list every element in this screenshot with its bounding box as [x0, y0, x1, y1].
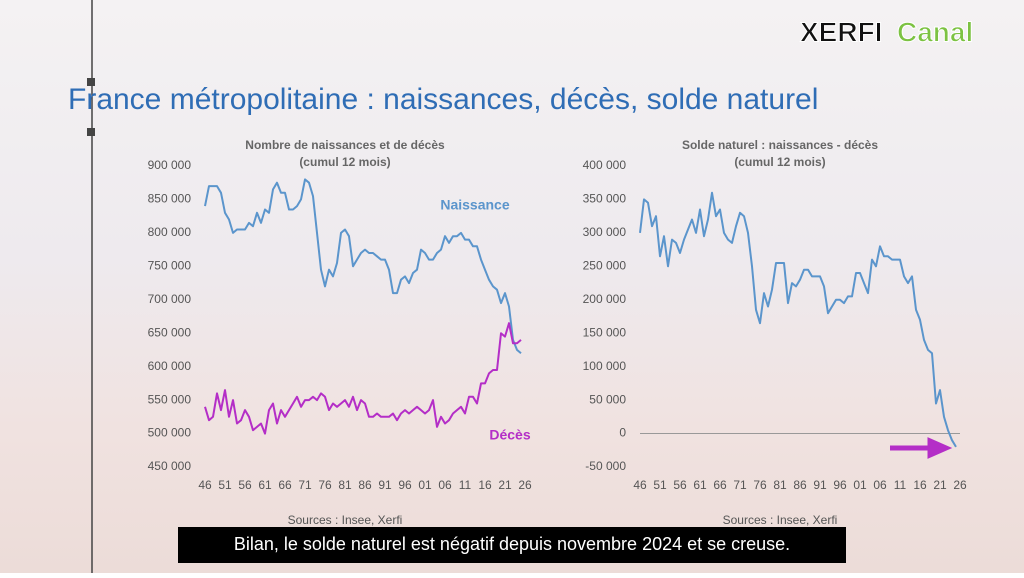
- caption: Bilan, le solde naturel est négatif depu…: [234, 534, 790, 554]
- x-tick-label: 51: [218, 478, 232, 492]
- y-tick-label: 700 000: [148, 292, 192, 306]
- x-tick-label: 66: [278, 478, 292, 492]
- x-tick-label: 66: [713, 478, 727, 492]
- x-tick-label: 81: [338, 478, 352, 492]
- x-tick-label: 91: [378, 478, 392, 492]
- x-tick-label: 46: [633, 478, 647, 492]
- series-label: Naissance: [440, 197, 509, 213]
- frame-dot: [87, 128, 95, 136]
- chart-title: Nombre de naissances et de décès: [245, 138, 445, 152]
- logo-xerfi: XERFI: [800, 16, 882, 47]
- x-tick-label: 16: [913, 478, 927, 492]
- x-tick-label: 06: [438, 478, 452, 492]
- x-tick-label: 01: [418, 478, 432, 492]
- source: Sources : Insee, Xerfi: [288, 513, 403, 527]
- x-tick-label: 76: [318, 478, 332, 492]
- arrow: [890, 437, 953, 459]
- x-tick-label: 06: [873, 478, 887, 492]
- x-tick-label: 26: [518, 478, 532, 492]
- y-tick-label: 200 000: [583, 292, 627, 306]
- y-tick-label: 900 000: [148, 158, 192, 172]
- x-tick-label: 61: [258, 478, 272, 492]
- x-tick-label: 26: [953, 478, 967, 492]
- y-tick-label: 600 000: [148, 359, 192, 373]
- y-tick-label: 400 000: [583, 158, 627, 172]
- y-tick-label: 800 000: [148, 225, 192, 239]
- page-title: France métropolitaine : naissances, décè…: [68, 83, 818, 116]
- series-line: [204, 322, 522, 435]
- x-tick-label: 11: [894, 478, 907, 492]
- x-tick-label: 46: [198, 478, 212, 492]
- y-tick-label: 0: [619, 426, 626, 440]
- y-tick-label: 450 000: [148, 459, 192, 473]
- series-label: Décès: [489, 427, 530, 443]
- y-tick-label: 250 000: [583, 259, 627, 273]
- x-tick-label: 16: [478, 478, 492, 492]
- y-tick-label: 550 000: [148, 392, 192, 406]
- chart-title: Solde naturel : naissances - décès: [682, 138, 878, 152]
- charts: Nombre de naissances et de décès (cumul 1…: [148, 138, 967, 527]
- y-tick-label: 650 000: [148, 325, 192, 339]
- x-tick-label: 01: [853, 478, 867, 492]
- y-tick-label: 150 000: [583, 325, 627, 339]
- y-tick-label: 300 000: [583, 225, 627, 239]
- y-tick-label: 50 000: [589, 392, 626, 406]
- x-tick-label: 81: [773, 478, 787, 492]
- x-tick-label: 21: [498, 478, 512, 492]
- y-tick-label: 750 000: [148, 259, 192, 273]
- series-line: [204, 178, 522, 355]
- y-tick-label: 500 000: [148, 426, 192, 440]
- chart-subtitle: (cumul 12 mois): [734, 155, 825, 169]
- x-tick-label: 86: [793, 478, 807, 492]
- x-tick-label: 96: [398, 478, 412, 492]
- x-tick-label: 56: [238, 478, 252, 492]
- x-tick-label: 71: [298, 478, 312, 492]
- y-tick-label: 850 000: [148, 192, 192, 206]
- y-tick-label: 100 000: [583, 359, 627, 373]
- x-tick-label: 91: [813, 478, 827, 492]
- y-tick-label: 350 000: [583, 192, 627, 206]
- y-tick-label: -50 000: [585, 459, 626, 473]
- frame-dot: [87, 78, 95, 86]
- x-tick-label: 11: [459, 478, 472, 492]
- source: Sources : Insee, Xerfi: [723, 513, 838, 527]
- x-tick-label: 61: [693, 478, 707, 492]
- series-line: [639, 191, 957, 448]
- x-tick-label: 86: [358, 478, 372, 492]
- x-tick-label: 51: [653, 478, 667, 492]
- x-tick-label: 76: [753, 478, 767, 492]
- x-tick-label: 21: [933, 478, 947, 492]
- logo-canal: Canal: [897, 16, 973, 47]
- x-tick-label: 56: [673, 478, 687, 492]
- chart-subtitle: (cumul 12 mois): [299, 155, 390, 169]
- x-tick-label: 96: [833, 478, 847, 492]
- x-tick-label: 71: [733, 478, 747, 492]
- caption-box: [178, 527, 846, 563]
